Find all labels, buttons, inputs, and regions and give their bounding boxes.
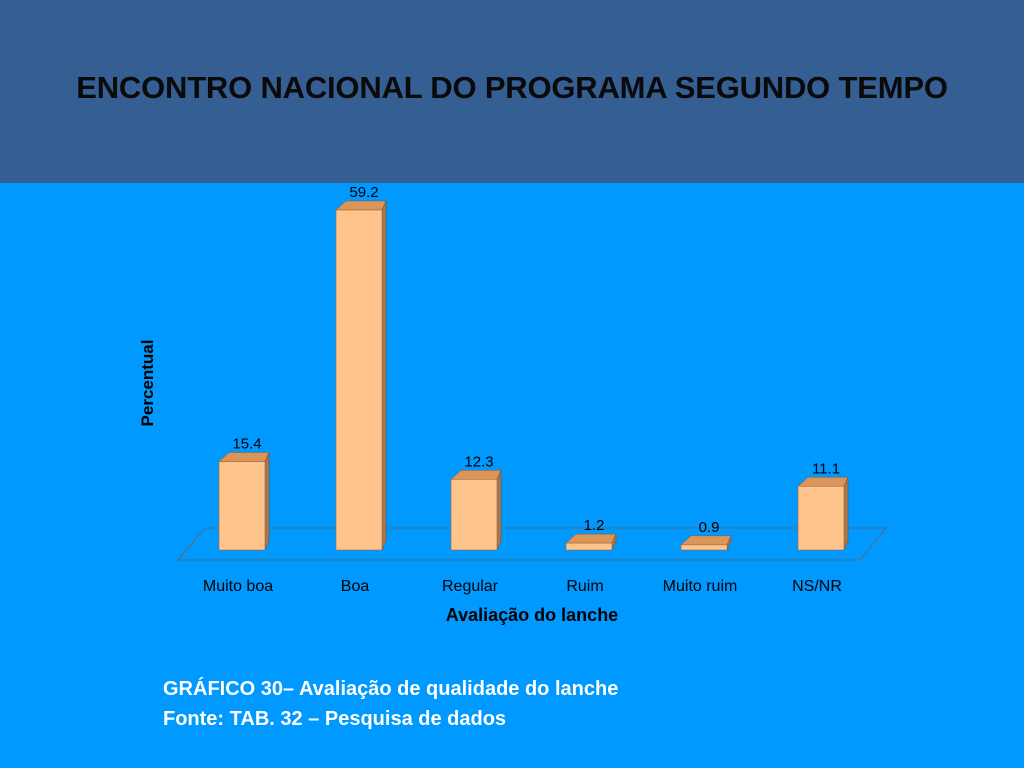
bar-5 (680, 535, 732, 551)
bar-top-2 (335, 200, 387, 211)
x-axis-label: Avaliação do lanche (445, 605, 619, 625)
bar-top-5 (680, 535, 732, 546)
bar-top-4 (565, 533, 617, 544)
data-label-2: 59.2 (349, 184, 378, 201)
data-label-1: 15.4 (232, 436, 261, 453)
bar-side-2 (381, 200, 387, 551)
chart-floor (176, 527, 888, 561)
chart-source: Fonte: TAB. 32 – Pesquisa de dados (163, 708, 507, 730)
header-band (0, 0, 1024, 183)
bar-1 (218, 452, 270, 551)
bar-side-1 (264, 452, 270, 551)
bar-front-6 (797, 485, 845, 551)
data-label-6: 11.1 (812, 460, 840, 477)
bar-front-3 (450, 479, 498, 551)
category-label-5: Muito ruim (663, 578, 738, 595)
slide-title: ENCONTRO NACIONAL DO PROGRAMA SEGUNDO TE… (76, 70, 948, 105)
category-label-3: Regular (442, 578, 499, 595)
bar-3 (450, 470, 502, 551)
category-label-6: NS/NR (792, 578, 842, 595)
chart-caption: GRÁFICO 30– Avaliação de qualidade do la… (163, 678, 619, 700)
category-label-4: Ruim (566, 578, 603, 595)
bar-side-6 (843, 477, 849, 551)
data-label-5: 0.9 (699, 519, 720, 536)
bar-2 (335, 200, 387, 551)
bar-4 (565, 533, 617, 551)
bar-front-1 (218, 461, 266, 551)
data-label-4: 1.2 (584, 517, 605, 534)
y-axis-label: Percentual (138, 339, 157, 427)
bar-top-1 (218, 452, 270, 462)
bar-top-3 (450, 470, 502, 480)
bar-side-3 (496, 470, 502, 551)
bar-top-6 (797, 477, 849, 487)
bar-front-5 (680, 544, 728, 551)
bar-front-2 (335, 209, 383, 551)
category-label-1: Muito boa (203, 578, 273, 595)
category-label-2: Boa (341, 578, 370, 595)
bar-6 (797, 477, 849, 551)
data-label-3: 12.3 (464, 453, 493, 470)
bar-front-4 (565, 542, 613, 551)
